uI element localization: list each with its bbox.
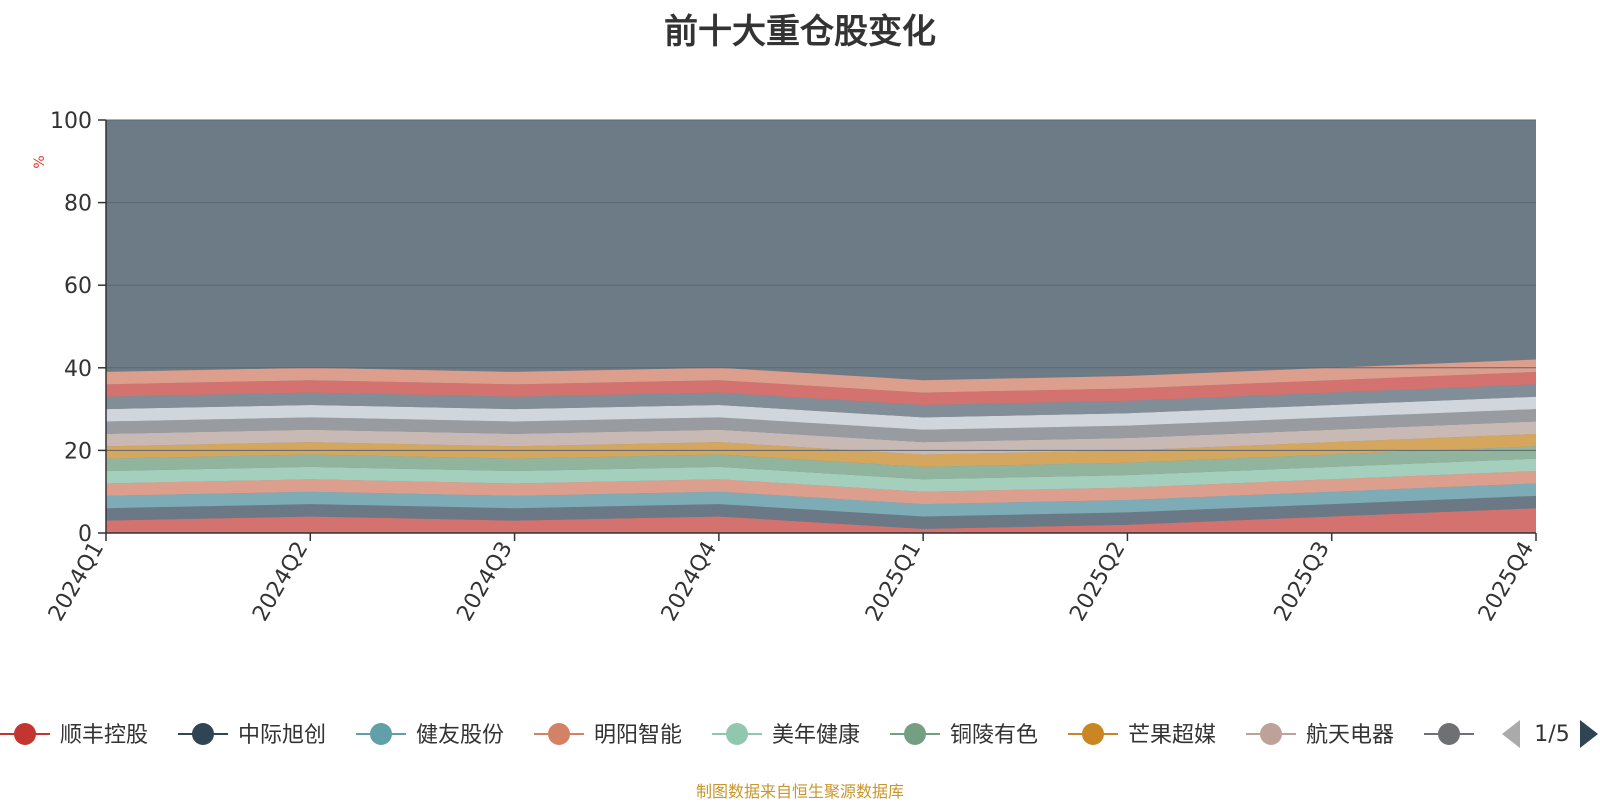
legend-label: 航天电器 (1306, 723, 1394, 748)
area-series-5 (106, 458, 1536, 492)
legend-marker (1082, 723, 1104, 745)
legend-item[interactable]: 顺丰控股 (0, 723, 148, 748)
legend-label: 美年健康 (772, 723, 860, 748)
legend-label: 中际旭创 (238, 723, 326, 748)
y-tick-label: 60 (64, 274, 92, 299)
legend-marker (192, 723, 214, 745)
area-series (106, 359, 1536, 533)
y-axis-label: % (32, 155, 48, 168)
data-source-note: 制图数据来自恒生聚源数据库 (695, 782, 904, 801)
chart-title: 前十大重仓股变化 (664, 12, 936, 52)
legend-label: 顺丰控股 (60, 723, 148, 748)
area-series-12 (106, 371, 1536, 405)
legend-label: 明阳智能 (594, 723, 682, 748)
legend-item[interactable] (1424, 723, 1474, 745)
y-tick-label: 100 (50, 109, 92, 134)
area-series-1 (106, 508, 1536, 533)
area-series-8 (106, 421, 1536, 455)
legend-item[interactable]: 中际旭创 (178, 723, 326, 748)
legend-marker (1438, 723, 1460, 745)
legend-item[interactable]: 航天电器 (1246, 723, 1394, 748)
legend-item[interactable]: 铜陵有色 (890, 723, 1038, 748)
x-tick-label: 2025Q1 (861, 538, 926, 626)
legend-marker (904, 723, 926, 745)
legend-pager: 1/5 (1502, 720, 1598, 748)
x-tick-label: 2024Q2 (248, 538, 313, 626)
legend-label: 铜陵有色 (950, 723, 1038, 748)
area-series-3 (106, 483, 1536, 517)
legend-item[interactable]: 健友股份 (356, 723, 504, 748)
legend-marker (1260, 723, 1282, 745)
area-series-4 (106, 471, 1536, 505)
y-tick-label: 80 (64, 192, 92, 217)
y-tick-label: 0 (78, 522, 92, 547)
legend-marker (14, 723, 36, 745)
legend-item[interactable]: 芒果超媒 (1068, 723, 1216, 748)
legend-label: 芒果超媒 (1128, 723, 1216, 748)
legend-marker (548, 723, 570, 745)
legend-prev-icon[interactable] (1502, 720, 1520, 748)
x-tick-label: 2025Q2 (1065, 538, 1130, 626)
area-series-10 (106, 396, 1536, 430)
x-tick-label: 2024Q3 (452, 538, 517, 626)
legend-item[interactable]: 明阳智能 (534, 723, 682, 748)
x-tick-label: 2025Q3 (1270, 538, 1335, 626)
area-series-13 (106, 359, 1536, 393)
legend-marker (726, 723, 748, 745)
area-series-2 (106, 495, 1536, 529)
legend-next-icon[interactable] (1580, 720, 1598, 748)
y-tick-label: 40 (64, 357, 92, 382)
legend-label: 健友股份 (416, 723, 504, 748)
area-series-11 (106, 384, 1536, 418)
x-tick-label: 2025Q4 (1474, 538, 1539, 626)
legend: 顺丰控股 中际旭创 健友股份 明阳智能 美年健康 铜陵有色 芒果超媒 航天电器 (0, 723, 1474, 748)
legend-item[interactable]: 美年健康 (712, 723, 860, 748)
x-tick-label: 2024Q1 (44, 538, 109, 626)
x-tick-label: 2024Q4 (657, 538, 722, 626)
area-series-6 (106, 446, 1536, 480)
legend-marker (370, 723, 392, 745)
y-tick-label: 20 (64, 439, 92, 464)
area-series-9 (106, 409, 1536, 443)
legend-page-indicator: 1/5 (1534, 722, 1569, 747)
